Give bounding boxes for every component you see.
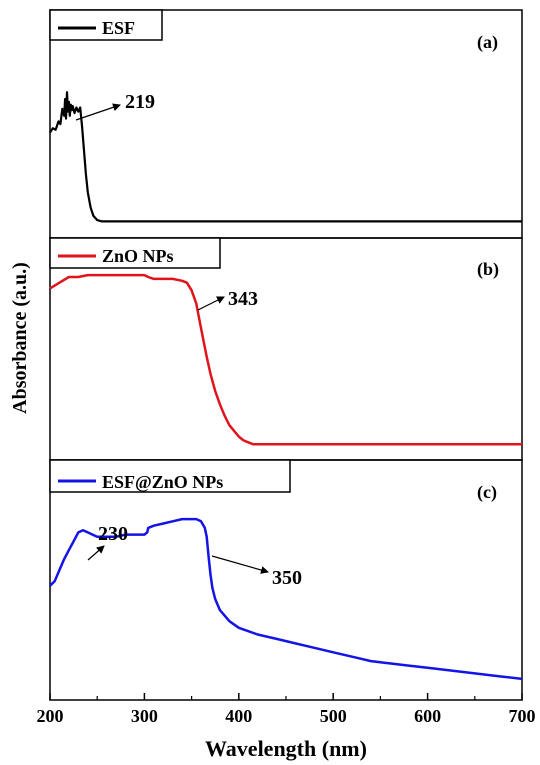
x-axis-title: Wavelength (nm) xyxy=(205,736,367,761)
annotation-arrow-343 xyxy=(197,296,225,311)
annotation-343: 343 xyxy=(228,288,258,310)
annotation-arrow-230 xyxy=(87,545,105,561)
legend-label-c: ESF@ZnO NPs xyxy=(102,472,223,492)
x-tick-label-400: 400 xyxy=(225,706,252,726)
panel-b-frame xyxy=(49,237,523,461)
annotation-350: 350 xyxy=(272,567,302,589)
esf-curve xyxy=(49,91,522,223)
panel-a-frame xyxy=(49,9,523,239)
x-tick-label-600: 600 xyxy=(414,706,441,726)
legend-box-c xyxy=(49,459,291,493)
x-axis-ticks: 200 300 400 500 600 700 xyxy=(37,693,536,726)
x-tick-label-200: 200 xyxy=(37,706,64,726)
x-tick-label-500: 500 xyxy=(320,706,347,726)
zno-curve xyxy=(49,273,522,446)
x-tick-label-700: 700 xyxy=(509,706,536,726)
annotation-arrow-350 xyxy=(211,555,269,574)
annotation-arrow-219 xyxy=(75,103,121,121)
legend-label-b: ZnO NPs xyxy=(102,246,174,266)
y-axis-title: Absorbance (a.u.) xyxy=(9,262,31,414)
esf-zno-curve xyxy=(49,517,523,681)
panel-label-c: (c) xyxy=(477,482,497,503)
panel-label-a: (a) xyxy=(477,32,498,53)
legend-box-a xyxy=(49,9,163,41)
annotation-219: 219 xyxy=(125,91,155,113)
legend-label-a: ESF xyxy=(102,18,135,38)
annotation-230: 230 xyxy=(98,523,128,545)
x-tick-label-300: 300 xyxy=(131,706,158,726)
legend-box-b xyxy=(49,237,221,269)
panel-label-b: (b) xyxy=(477,259,499,280)
